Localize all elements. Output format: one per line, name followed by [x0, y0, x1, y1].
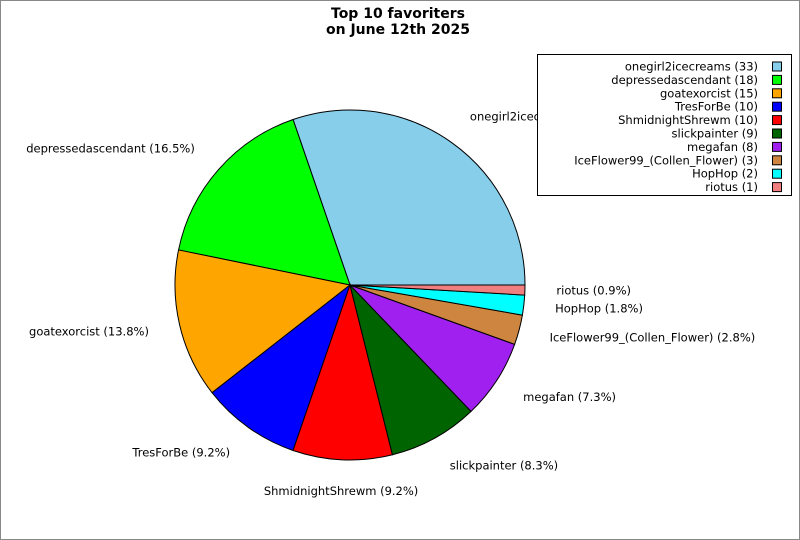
legend-label: onegirl2icecreams (33) — [625, 60, 758, 74]
slice-label: HopHop (1.8%) — [555, 301, 643, 315]
pie-slice — [211, 283, 352, 452]
pie-slice — [349, 283, 472, 456]
slice-label: riotus (0.9%) — [556, 283, 631, 297]
legend-swatch — [772, 88, 782, 99]
legend-label: HopHop (2) — [692, 167, 758, 181]
legend-swatch — [772, 115, 782, 126]
chart-title: Top 10 favoriters — [331, 6, 465, 22]
slice-label: ShmidnightShrewm (9.2%) — [264, 484, 418, 498]
slice-label: IceFlower99_(Collen_Flower) (2.8%) — [550, 330, 756, 344]
chart-title: on June 12th 2025 — [326, 22, 470, 38]
legend-swatch — [772, 182, 782, 193]
pie-slice — [174, 249, 352, 394]
legend-label: goatexorcist (15) — [660, 86, 758, 100]
legend-swatch — [772, 61, 782, 72]
legend-box — [537, 54, 792, 196]
legend-label: slickpainter (9) — [672, 127, 758, 141]
slice-label: slickpainter (8.3%) — [450, 458, 558, 472]
slice-label: megafan (7.3%) — [523, 390, 616, 404]
pie-slice — [177, 118, 351, 286]
pie-slice — [292, 109, 526, 286]
legend-swatch — [772, 168, 782, 179]
legend-swatch — [772, 74, 782, 85]
legend-swatch — [772, 141, 782, 152]
legend-label: riotus (1) — [705, 180, 758, 194]
legend-label: TresForBe (10) — [674, 100, 758, 114]
legend-swatch — [772, 155, 782, 166]
legend-label: ShmidnightShrewm (10) — [618, 113, 758, 127]
slice-label: goatexorcist (13.8%) — [29, 325, 149, 339]
legend-label: depressedascendant (18) — [611, 73, 758, 87]
slice-label: TresForBe (9.2%) — [131, 446, 230, 460]
legend-label: IceFlower99_(Collen_Flower) (3) — [574, 153, 758, 167]
legend-label: megafan (8) — [687, 140, 758, 154]
pie-slice — [349, 284, 526, 296]
legend-swatch — [772, 101, 782, 112]
legend-swatch — [772, 128, 782, 139]
slice-label: depressedascendant (16.5%) — [26, 141, 195, 155]
pie-slice — [292, 283, 394, 461]
